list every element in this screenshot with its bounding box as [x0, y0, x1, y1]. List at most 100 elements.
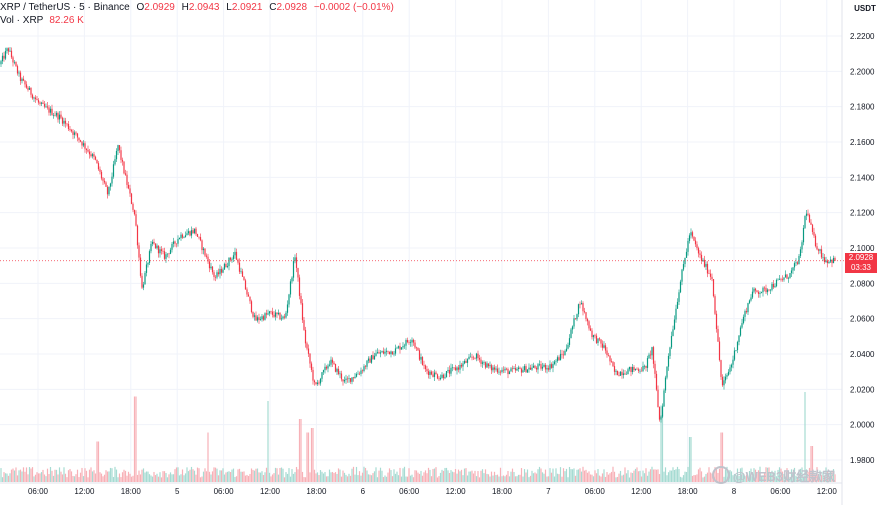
candle-body [393, 353, 395, 355]
volume-bar [343, 472, 346, 482]
volume-bar [394, 473, 397, 482]
candle-body [39, 102, 41, 104]
candle-body [690, 232, 692, 236]
volume-bar [675, 469, 677, 482]
volume-bar [171, 474, 173, 482]
volume-bar [684, 471, 686, 482]
volume-bar [558, 474, 560, 482]
volume-bar [282, 468, 284, 482]
candle-body [327, 365, 329, 369]
volume-bar [97, 441, 100, 482]
volume-bar [223, 474, 226, 482]
candle-body [253, 315, 256, 317]
volume-bar [615, 477, 617, 482]
candle-body [409, 342, 412, 343]
candle-body [658, 407, 661, 420]
volume-bar [633, 470, 635, 482]
currency-unit[interactable]: USDT [854, 4, 876, 13]
volume-bar [564, 471, 566, 482]
volume-bar [598, 475, 601, 482]
volume-bar [16, 475, 19, 482]
volume-bar [214, 467, 217, 482]
candle-body [564, 350, 566, 356]
time-tick-label: 6 [361, 487, 366, 496]
volume-bar [0, 468, 2, 482]
candle-body [187, 231, 190, 234]
candle-body [213, 272, 215, 277]
volume-bar [57, 474, 59, 482]
candle-body [52, 115, 55, 116]
candle-body [271, 311, 274, 315]
volume-bar [810, 446, 812, 482]
candle-body [769, 289, 772, 291]
candle-body [717, 329, 719, 342]
candle-body [588, 321, 590, 329]
candle-body [568, 338, 571, 345]
candle-body [64, 120, 67, 124]
candle-body [349, 378, 352, 382]
volume-bar [378, 470, 380, 482]
volume-bar [522, 476, 524, 482]
volume-bar [67, 470, 70, 482]
candle-body [817, 249, 820, 251]
candle-body [321, 372, 323, 379]
volume-bar [472, 473, 475, 482]
volume-bar [31, 467, 34, 482]
candle-body [517, 367, 520, 369]
candle-body [27, 87, 29, 90]
interval[interactable]: 5 [79, 2, 85, 13]
volume-bar [627, 470, 629, 482]
candle-body [408, 342, 410, 343]
volume-bar [471, 470, 473, 482]
volume-bar [322, 473, 325, 482]
candle-body [720, 360, 722, 377]
volume-bar [504, 476, 506, 482]
candle-body [780, 278, 782, 280]
candle-body [120, 150, 122, 160]
volume-bar [397, 475, 400, 482]
volume-bar [265, 467, 268, 482]
candle-body [511, 368, 514, 370]
price-tick-label: 2.0000 [850, 421, 875, 430]
volume-bar [271, 474, 274, 482]
candle-body [424, 365, 427, 370]
volume-bar [649, 469, 652, 482]
candle-body [33, 97, 35, 99]
candle-body [466, 359, 469, 363]
candle-body [225, 263, 227, 267]
symbol-name[interactable]: XRP / TetherUS [0, 2, 71, 13]
candle-body [696, 244, 698, 249]
candle-body [19, 72, 22, 82]
candle-body [729, 367, 731, 372]
volume-bar [21, 471, 23, 482]
volume-bar [288, 468, 290, 482]
volume-bar [619, 470, 622, 482]
candle-body [139, 257, 142, 276]
candle-body [708, 273, 710, 275]
candle-body [298, 277, 301, 296]
candle-body [55, 112, 58, 116]
candle-body [529, 367, 532, 370]
candle-body [669, 347, 671, 356]
candle-body [477, 353, 479, 359]
candle-body [9, 50, 11, 52]
volume-bar [628, 477, 631, 482]
volume-bar [591, 474, 593, 482]
volume-bar [807, 471, 809, 482]
volume-bar [453, 472, 455, 482]
volume-label[interactable]: Vol · XRP [0, 15, 44, 26]
candle-body [199, 237, 202, 241]
volume-bar [682, 475, 685, 482]
candle-body [106, 186, 109, 195]
candle-body [405, 340, 407, 346]
volume-bar [702, 477, 704, 482]
volume-bar [660, 405, 662, 482]
candle-body [264, 313, 266, 320]
candle-body [580, 303, 583, 305]
candle-body [34, 97, 37, 100]
candle-body [499, 371, 502, 373]
candle-body [360, 370, 362, 374]
candle-body [591, 330, 593, 338]
candle-body [672, 329, 674, 337]
